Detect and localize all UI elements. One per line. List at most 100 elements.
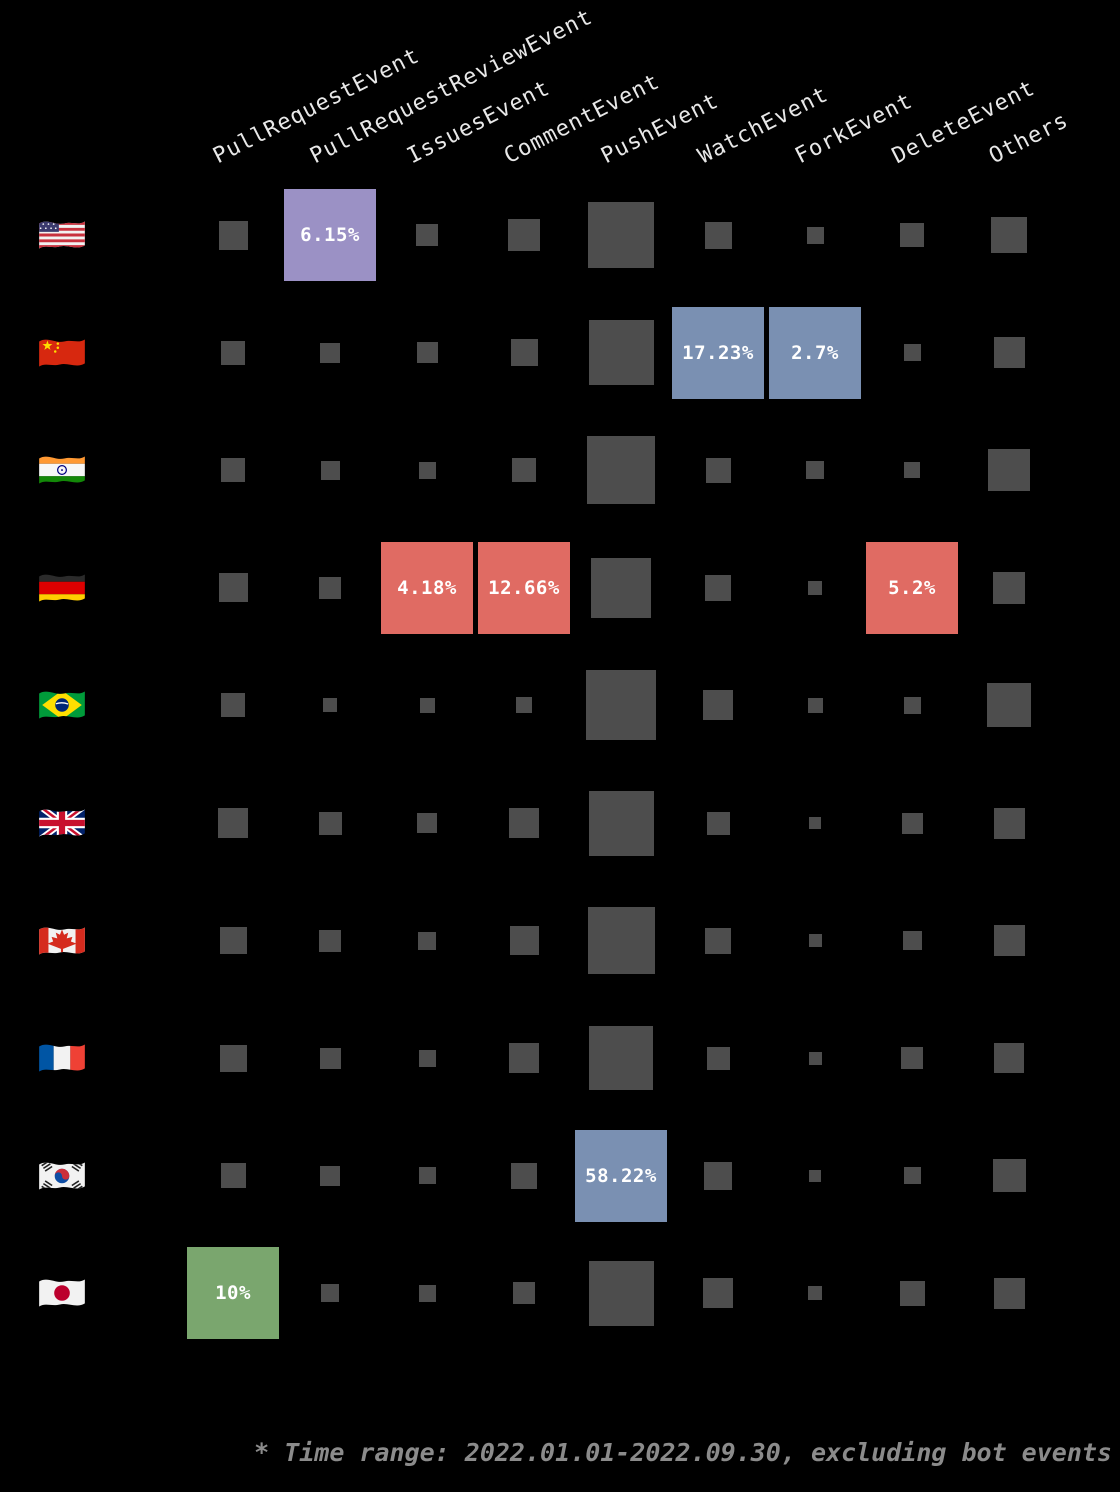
cell-united-kingdom-issuesevent [417, 813, 437, 833]
cell-brazil-pullrequestreviewevent [323, 698, 337, 713]
cell-south-korea-pushevent: 58.22% [575, 1129, 667, 1222]
cell-india-pullrequestreviewevent [320, 460, 340, 480]
cell-france-others [994, 1043, 1024, 1074]
cell-brazil-pushevent [586, 670, 656, 741]
time-range-note: * Time range: 2022.01.01-2022.09.30, exc… [254, 1438, 1112, 1467]
cell-japan-pullrequestevent: 10% [187, 1247, 279, 1340]
cell-france-deleteevent [901, 1047, 923, 1070]
cell-france-watchevent [706, 1046, 730, 1070]
cell-japan-pullrequestreviewevent [321, 1284, 339, 1303]
cell-china-pullrequestreviewevent [320, 342, 340, 363]
cell-india-pullrequestevent [221, 458, 245, 483]
cell-brazil-pullrequestevent [221, 693, 245, 718]
cell-united-states-pullrequestevent [218, 220, 248, 250]
south-korea-flag-icon [37, 1157, 87, 1195]
cell-percentage-label: 12.66% [488, 576, 560, 599]
brazil-flag-icon [37, 686, 87, 724]
cell-south-korea-deleteevent [903, 1167, 921, 1185]
cell-japan-commentevent [513, 1282, 535, 1305]
cell-germany-watchevent [705, 574, 731, 601]
cell-india-commentevent [512, 458, 536, 483]
canada-flag-icon [37, 922, 87, 960]
cell-united-kingdom-pushevent [588, 790, 654, 856]
china-flag-icon [37, 334, 87, 372]
cell-india-watchevent [705, 457, 731, 483]
cell-percentage-label: 17.23% [682, 341, 754, 364]
united-kingdom-flag-icon [37, 804, 87, 842]
cell-germany-issuesevent: 4.18% [381, 541, 473, 634]
cell-canada-pullrequestevent [219, 927, 247, 955]
cell-india-issuesevent [418, 461, 436, 479]
france-flag-icon [37, 1039, 87, 1077]
cell-united-kingdom-pullrequestevent [218, 808, 248, 838]
cell-japan-deleteevent [899, 1280, 925, 1306]
cell-united-states-others [991, 217, 1027, 253]
cell-united-states-watchevent [704, 221, 732, 249]
cell-india-deleteevent [904, 462, 920, 479]
cell-china-forkevent: 2.7% [769, 306, 861, 399]
cell-india-others [988, 449, 1030, 492]
cell-japan-watchevent [703, 1278, 733, 1309]
cell-china-others [993, 337, 1025, 369]
cell-brazil-watchevent [703, 690, 733, 721]
cell-canada-pushevent [587, 907, 655, 975]
cell-united-states-forkevent [806, 226, 824, 244]
cell-south-korea-pullrequestreviewevent [320, 1165, 340, 1186]
cell-china-pullrequestevent [221, 340, 245, 365]
cell-south-korea-issuesevent [418, 1167, 436, 1185]
cell-france-commentevent [509, 1043, 539, 1074]
cell-canada-others [993, 925, 1025, 957]
cell-percentage-label: 2.7% [791, 341, 839, 364]
cell-united-kingdom-others [993, 807, 1025, 839]
cell-south-korea-others [992, 1159, 1026, 1193]
cell-canada-commentevent [509, 926, 539, 956]
cell-percentage-label: 4.18% [397, 576, 457, 599]
cell-japan-pushevent [588, 1260, 654, 1326]
cell-germany-pullrequestevent [218, 573, 248, 603]
cell-canada-deleteevent [902, 931, 922, 951]
cell-canada-watchevent [705, 927, 731, 954]
cell-france-pullrequestevent [219, 1044, 247, 1072]
cell-percentage-label: 58.22% [585, 1164, 657, 1187]
cell-brazil-issuesevent [419, 697, 435, 713]
cell-canada-forkevent [808, 934, 822, 948]
cell-united-kingdom-watchevent [706, 811, 730, 835]
united-states-flag-icon [37, 216, 87, 254]
cell-united-kingdom-pullrequestreviewevent [318, 811, 342, 835]
cell-united-states-pullrequestreviewevent: 6.15% [284, 189, 376, 281]
cell-germany-pushevent [591, 557, 651, 618]
cell-percentage-label: 10% [215, 1282, 251, 1305]
cell-germany-forkevent [808, 580, 822, 595]
cell-brazil-others [987, 683, 1031, 728]
cell-percentage-label: 6.15% [300, 224, 360, 246]
japan-flag-icon [37, 1274, 87, 1312]
cell-south-korea-watchevent [704, 1161, 732, 1190]
cell-france-pushevent [589, 1026, 653, 1091]
cell-germany-deleteevent: 5.2% [866, 541, 958, 634]
cell-japan-forkevent [808, 1286, 822, 1301]
cell-germany-pullrequestreviewevent [319, 576, 341, 599]
cell-china-commentevent [510, 339, 538, 367]
cell-japan-issuesevent [418, 1284, 436, 1302]
cell-south-korea-commentevent [511, 1162, 537, 1189]
cell-brazil-forkevent [807, 697, 823, 713]
cell-india-pushevent [587, 436, 655, 505]
cell-china-watchevent: 17.23% [672, 306, 764, 399]
cell-france-forkevent [808, 1051, 822, 1065]
cell-brazil-commentevent [516, 697, 532, 714]
cell-south-korea-forkevent [809, 1169, 821, 1182]
cell-united-states-issuesevent [416, 224, 438, 246]
cell-india-forkevent [806, 461, 824, 480]
cell-south-korea-pullrequestevent [220, 1163, 246, 1189]
cell-united-kingdom-forkevent [809, 817, 821, 829]
cell-china-issuesevent [416, 342, 438, 364]
cell-brazil-deleteevent [903, 696, 921, 714]
cell-france-issuesevent [418, 1049, 436, 1067]
cell-united-kingdom-commentevent [509, 808, 539, 838]
cell-china-pushevent [588, 320, 654, 386]
cell-france-pullrequestreviewevent [319, 1047, 341, 1069]
cell-canada-pullrequestreviewevent [319, 929, 341, 952]
cell-united-kingdom-deleteevent [901, 812, 923, 834]
cell-united-states-commentevent [508, 219, 540, 251]
